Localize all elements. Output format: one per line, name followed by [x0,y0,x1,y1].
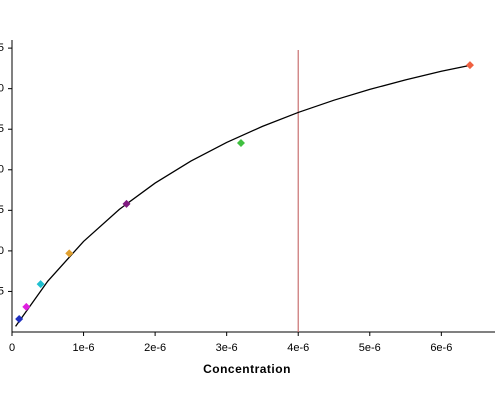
point [465,61,474,70]
point [36,280,45,289]
fit-curve [15,64,471,327]
y-tick-label: 30 [0,83,4,95]
x-tick-label: 1e-6 [73,342,95,354]
y-tick-label: 25 [0,123,4,135]
x-tick-label: 0 [9,342,15,354]
y-tick-label: 15 [0,204,4,216]
point [122,199,131,208]
y-tick-label: 5 [0,285,4,297]
point [22,302,31,311]
y-tick-label: 35 [0,42,4,54]
x-tick-label: 6e-6 [430,342,452,354]
y-tick-label: 10 [0,245,4,257]
x-axis-label: Concentration [203,362,291,376]
x-tick-label: 2e-6 [144,342,166,354]
x-tick-label: 3e-6 [216,342,238,354]
point [65,249,74,258]
x-tick-label: 5e-6 [359,342,381,354]
point [236,139,245,148]
x-tick-label: 4e-6 [287,342,309,354]
point [15,315,24,324]
y-tick-label: 20 [0,164,4,176]
